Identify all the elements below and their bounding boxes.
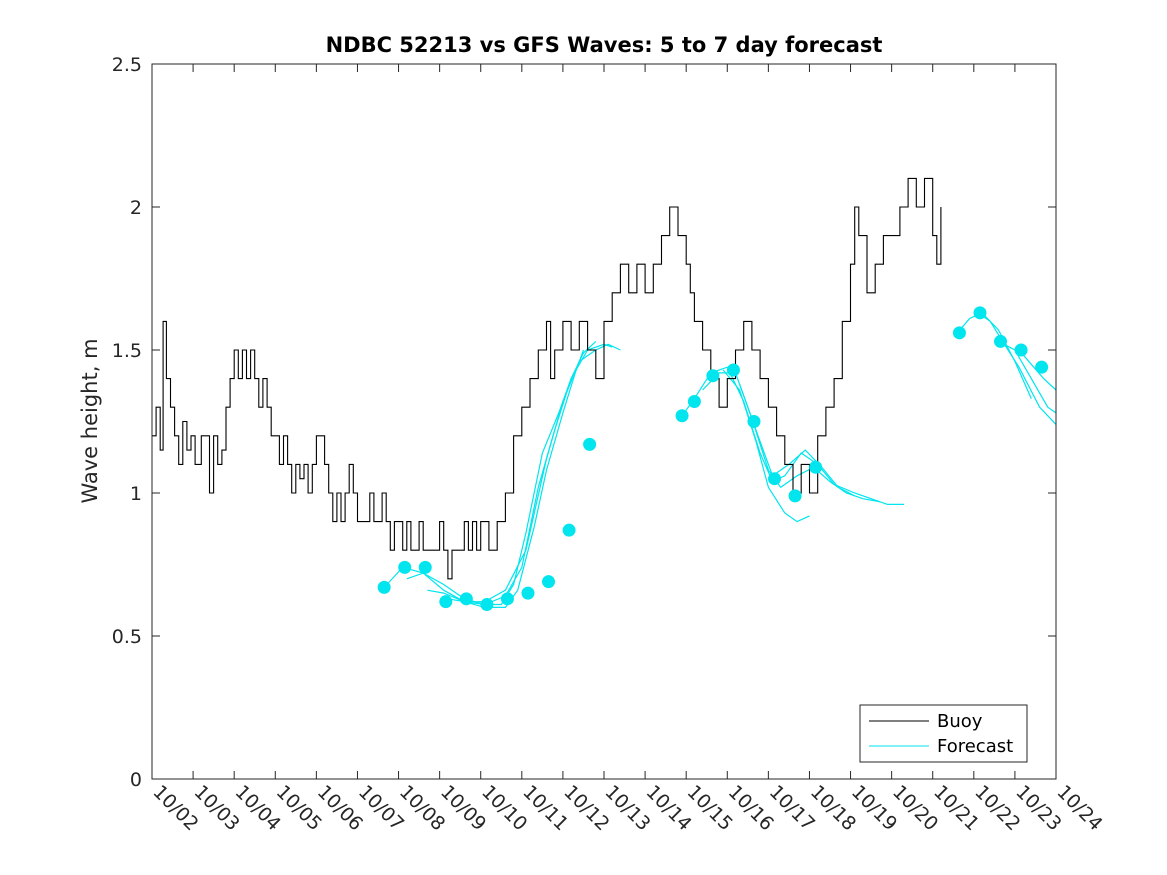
chart-title: NDBC 52213 vs GFS Waves: 5 to 7 day fore… — [326, 33, 883, 57]
y-tick-label: 1.5 — [112, 340, 142, 362]
legend: Buoy Forecast — [859, 704, 1028, 763]
forecast-marker — [542, 575, 556, 589]
y-tick-label: 2 — [130, 197, 142, 219]
forecast-marker — [583, 437, 597, 451]
legend-box — [859, 704, 1028, 763]
forecast-line — [447, 349, 585, 609]
y-tick-label: 2.5 — [112, 54, 142, 76]
y-axis-label: Wave height, m — [78, 338, 102, 503]
forecast-marker — [480, 598, 494, 612]
forecast-line — [977, 312, 1057, 425]
forecast-marker — [398, 560, 412, 574]
forecast-marker — [952, 326, 966, 340]
forecast-marker — [562, 523, 576, 537]
forecast-marker — [521, 586, 535, 600]
forecast-marker — [675, 409, 689, 423]
y-tick-label: 0 — [130, 769, 142, 791]
y-tick-label: 1 — [130, 483, 142, 505]
forecast-marker — [1014, 343, 1028, 357]
forecast-marker — [809, 460, 823, 474]
forecast-line — [739, 384, 855, 497]
forecast-marker — [768, 472, 782, 486]
forecast-marker — [439, 595, 453, 609]
forecast-line — [383, 343, 621, 603]
forecast-marker — [973, 306, 987, 320]
forecast-marker — [788, 489, 802, 503]
plot-area: 00.511.522.510/0210/0310/0410/0510/0610/… — [112, 54, 1107, 835]
buoy-line — [152, 177, 942, 580]
forecast-marker — [500, 592, 514, 606]
legend-buoy-label: Buoy — [937, 711, 983, 732]
forecast-marker — [994, 334, 1008, 348]
forecast-marker — [377, 580, 391, 594]
axes-box — [151, 63, 1057, 780]
forecast-line — [722, 369, 810, 523]
forecast-marker — [459, 592, 473, 606]
forecast-marker — [687, 394, 701, 408]
legend-forecast-label: Forecast — [937, 736, 1013, 757]
plot-background — [152, 64, 1056, 779]
forecast-marker — [418, 560, 432, 574]
forecast-marker — [1035, 360, 1049, 374]
forecast-marker — [706, 369, 720, 383]
forecast-marker — [726, 363, 740, 377]
forecast-marker — [747, 415, 761, 428]
y-tick-label: 0.5 — [112, 626, 142, 648]
forecast-line — [998, 340, 1057, 414]
